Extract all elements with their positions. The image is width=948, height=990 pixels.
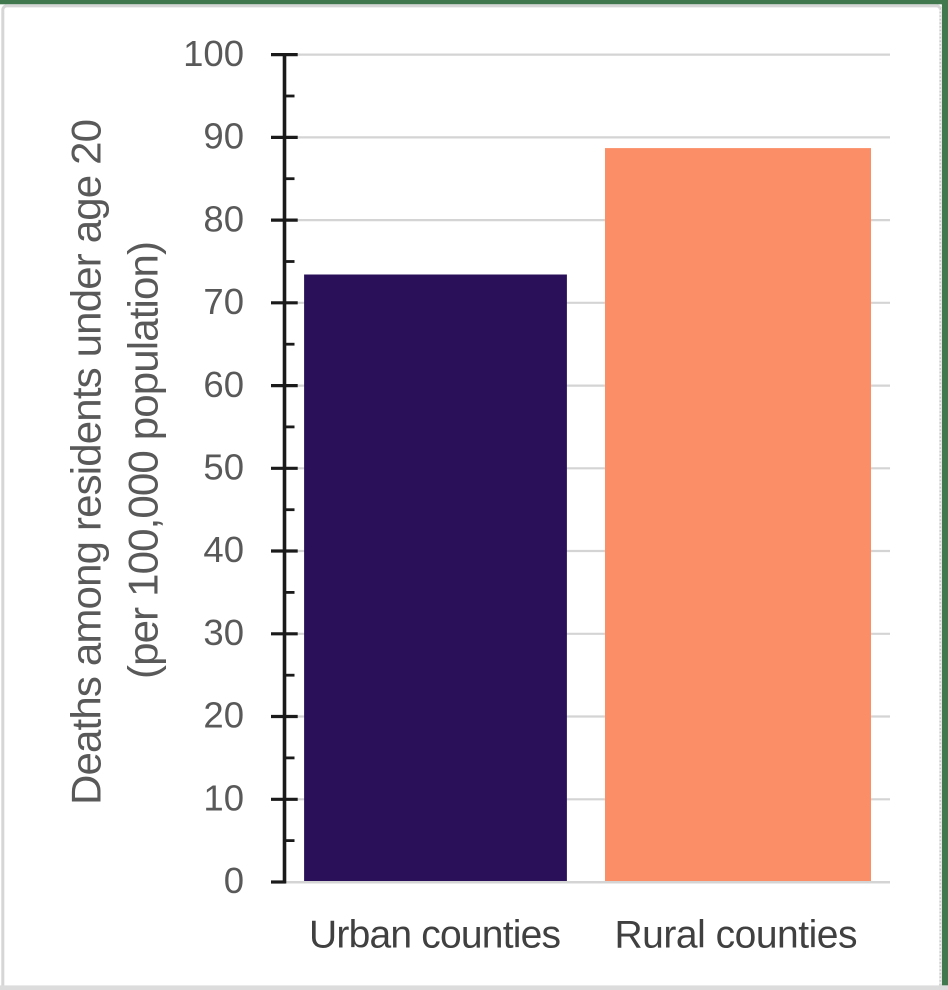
svg-text:70: 70	[203, 281, 244, 322]
svg-text:Urban counties: Urban counties	[309, 914, 561, 957]
svg-text:10: 10	[203, 778, 244, 819]
svg-text:40: 40	[203, 529, 244, 570]
svg-text:30: 30	[203, 612, 244, 653]
svg-text:90: 90	[203, 116, 244, 157]
svg-text:(per 100,000 population): (per 100,000 population)	[120, 241, 167, 679]
svg-text:0: 0	[224, 860, 244, 901]
svg-text:Deaths among residents under a: Deaths among residents under age 20	[63, 119, 110, 805]
svg-text:60: 60	[203, 364, 244, 405]
svg-text:20: 20	[203, 695, 244, 736]
svg-text:80: 80	[203, 198, 244, 239]
svg-text:100: 100	[183, 33, 244, 74]
svg-text:50: 50	[203, 447, 244, 488]
svg-text:Rural counties: Rural counties	[615, 914, 858, 957]
